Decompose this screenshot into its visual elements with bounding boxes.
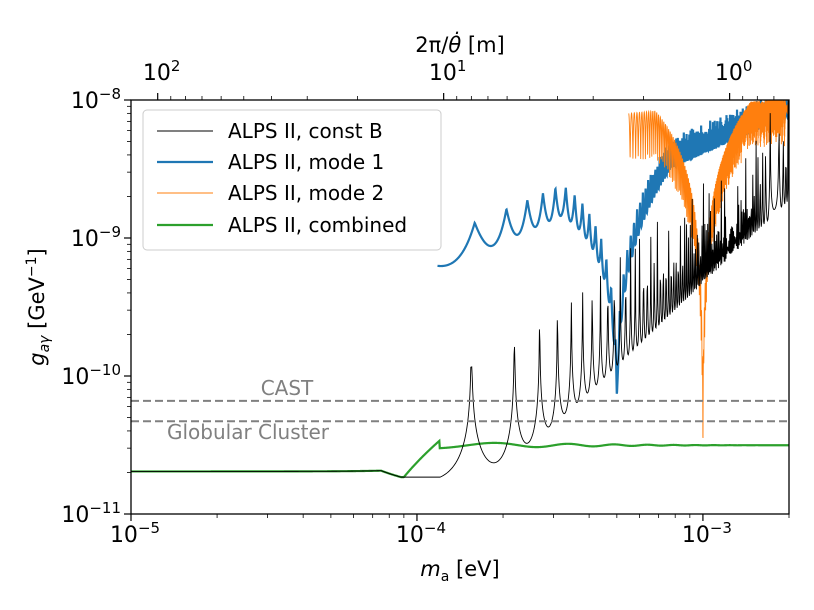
y-tick-label: 10−10 [61,361,121,390]
plot-area [131,100,789,479]
y-tick-label: 10−8 [71,85,121,114]
legend-label-mode-1: ALPS II, mode 1 [228,150,384,174]
series-line-constB [131,100,789,478]
y-tick-label: 10−9 [71,223,121,252]
legend: ALPS II, const B ALPS II, mode 1 ALPS II… [142,109,442,251]
legend-label-combined: ALPS II, combined [228,213,407,237]
y-axis-label: gaγ [GeV−1] [24,248,53,366]
reference-lines [131,399,789,423]
top-tick-label: 102 [143,57,181,86]
cast-annotation: CAST [261,376,314,400]
legend-box [142,109,442,251]
x-tick-label: 10−5 [110,519,160,548]
legend-label-mode-2: ALPS II, mode 2 [228,181,384,205]
plot-frame [130,99,790,515]
legend-label-const-b: ALPS II, const B [228,119,383,143]
axis-ticks: 10−510−410−310−1110−1010−910−81041031021… [61,57,790,548]
globular-cluster-annotation: Globular Cluster [167,420,330,444]
x-axis-label: ma [eV] [420,557,499,585]
top-tick-label: 100 [715,57,753,86]
top-axis-label: 2π/θ̇ [m] [415,31,504,57]
top-tick-label: 101 [429,57,467,86]
x-tick-label: 10−4 [396,519,446,548]
y-tick-label: 10−11 [61,499,121,528]
x-tick-label: 10−3 [682,519,732,548]
